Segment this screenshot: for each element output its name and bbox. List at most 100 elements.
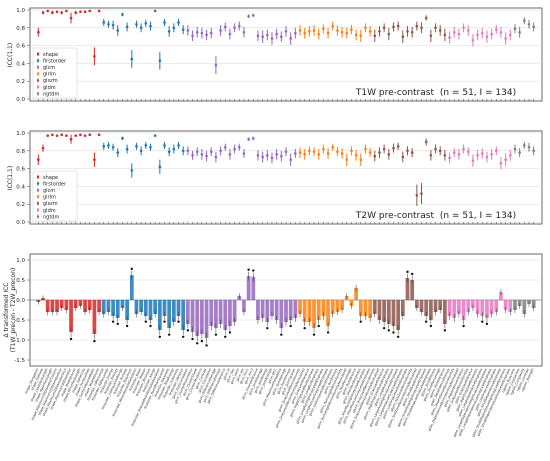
- delta-bar: [386, 300, 391, 324]
- icc-point: [83, 134, 87, 137]
- delta-bar: [335, 300, 340, 312]
- delta-bar: [83, 300, 87, 312]
- icc-point: [340, 152, 344, 155]
- icc-point: [523, 19, 526, 22]
- significance-marker: [326, 331, 330, 334]
- icc-point: [429, 153, 433, 157]
- delta-bar: [513, 300, 517, 310]
- icc-point: [97, 133, 101, 137]
- delta-bar: [424, 300, 429, 316]
- icc-point: [485, 35, 489, 38]
- delta-bar: [307, 300, 312, 322]
- icc-point: [111, 145, 115, 149]
- icc-point: [275, 32, 278, 36]
- bottom-ytick-label: -0.5: [14, 318, 25, 324]
- delta-bar: [372, 300, 377, 314]
- icc-point: [74, 11, 78, 14]
- mid-ytick-label: 0.0: [16, 220, 25, 226]
- icc-point: [107, 22, 110, 26]
- icc-point: [247, 14, 250, 18]
- delta-bar: [106, 300, 111, 312]
- delta-bar: [302, 300, 307, 322]
- significance-marker: [163, 320, 166, 323]
- icc-point: [326, 152, 330, 155]
- significance-marker: [130, 267, 133, 271]
- delta-bar: [214, 300, 218, 328]
- significance-marker: [359, 320, 362, 323]
- icc-point: [322, 147, 325, 151]
- bottom-ylabel-line: (T1W_precon - T2W_precon): [10, 268, 17, 353]
- icc-point: [322, 27, 325, 30]
- icc-point: [415, 194, 419, 197]
- significance-marker: [158, 335, 162, 338]
- legend-label-firstorder: firstorder: [43, 58, 67, 64]
- icc-point: [228, 153, 232, 156]
- delta-bar: [228, 300, 232, 326]
- significance-marker: [280, 333, 283, 336]
- legend-marker-dot: [36, 79, 40, 82]
- delta-bar: [251, 276, 256, 300]
- icc-point: [275, 153, 278, 156]
- legend-marker-dot: [36, 92, 40, 95]
- icc-point: [392, 146, 395, 150]
- significance-marker: [111, 320, 115, 323]
- icc-point: [219, 149, 222, 153]
- delta-bar: [181, 300, 186, 330]
- feature-label: glcm_Idmn: [229, 368, 240, 385]
- icc-point: [294, 152, 297, 155]
- delta-bar: [143, 300, 148, 316]
- icc-point: [195, 150, 199, 153]
- icc-point: [457, 153, 461, 156]
- panel-middle-title: T2W pre-contrast (n = 51, I = 134): [355, 211, 516, 221]
- significance-marker: [289, 324, 292, 328]
- mid-ytick-label: 0.4: [16, 184, 25, 190]
- icc-point: [350, 149, 353, 153]
- delta-bar: [242, 300, 246, 312]
- delta-bar: [531, 300, 536, 308]
- significance-marker: [224, 335, 227, 338]
- delta-bar: [330, 300, 335, 314]
- feature-labels: shape_Elongationshape_Flatnessshape_Leas…: [24, 367, 535, 438]
- feature-label: glcm_Idm: [226, 368, 236, 383]
- significance-marker: [410, 272, 414, 276]
- significance-marker: [424, 320, 428, 323]
- icc-point: [471, 38, 475, 42]
- icc-point: [167, 150, 171, 153]
- legend-marker-dot: [36, 85, 40, 89]
- icc-point: [51, 133, 54, 137]
- icc-point: [387, 32, 391, 36]
- significance-marker: [69, 337, 73, 341]
- significance-marker: [205, 344, 208, 347]
- icc-point: [429, 34, 433, 38]
- icc-point: [513, 147, 517, 151]
- icc-point: [116, 29, 120, 32]
- legend-label-glszm: glszm: [43, 201, 58, 207]
- icc-point: [289, 37, 292, 40]
- panel-top-ylabel: ICC(1,1): [7, 43, 14, 67]
- icc-point: [396, 24, 400, 28]
- feature-label: glcm_Imc1: [239, 368, 250, 385]
- delta-bar: [265, 300, 270, 322]
- delta-bar: [461, 300, 466, 320]
- icc-point: [261, 155, 264, 159]
- icc-point: [93, 158, 96, 161]
- significance-marker: [93, 339, 96, 343]
- delta-bar: [288, 300, 293, 320]
- icc-point: [443, 33, 447, 37]
- icc-point: [37, 30, 40, 34]
- delta-bar: [499, 292, 503, 300]
- panel-top-frame: [29, 7, 543, 102]
- icc-point: [452, 30, 456, 34]
- icc-point: [490, 153, 493, 156]
- icc-point: [93, 54, 96, 58]
- icc-point: [354, 33, 358, 37]
- bottom-ytick-label: 0.0: [16, 298, 25, 304]
- significance-marker: [252, 269, 255, 272]
- icc-point: [116, 151, 120, 154]
- icc-point: [181, 149, 185, 153]
- significance-marker: [462, 324, 465, 328]
- icc-point: [251, 137, 255, 140]
- delta-bar: [260, 300, 265, 318]
- icc-point: [527, 145, 531, 149]
